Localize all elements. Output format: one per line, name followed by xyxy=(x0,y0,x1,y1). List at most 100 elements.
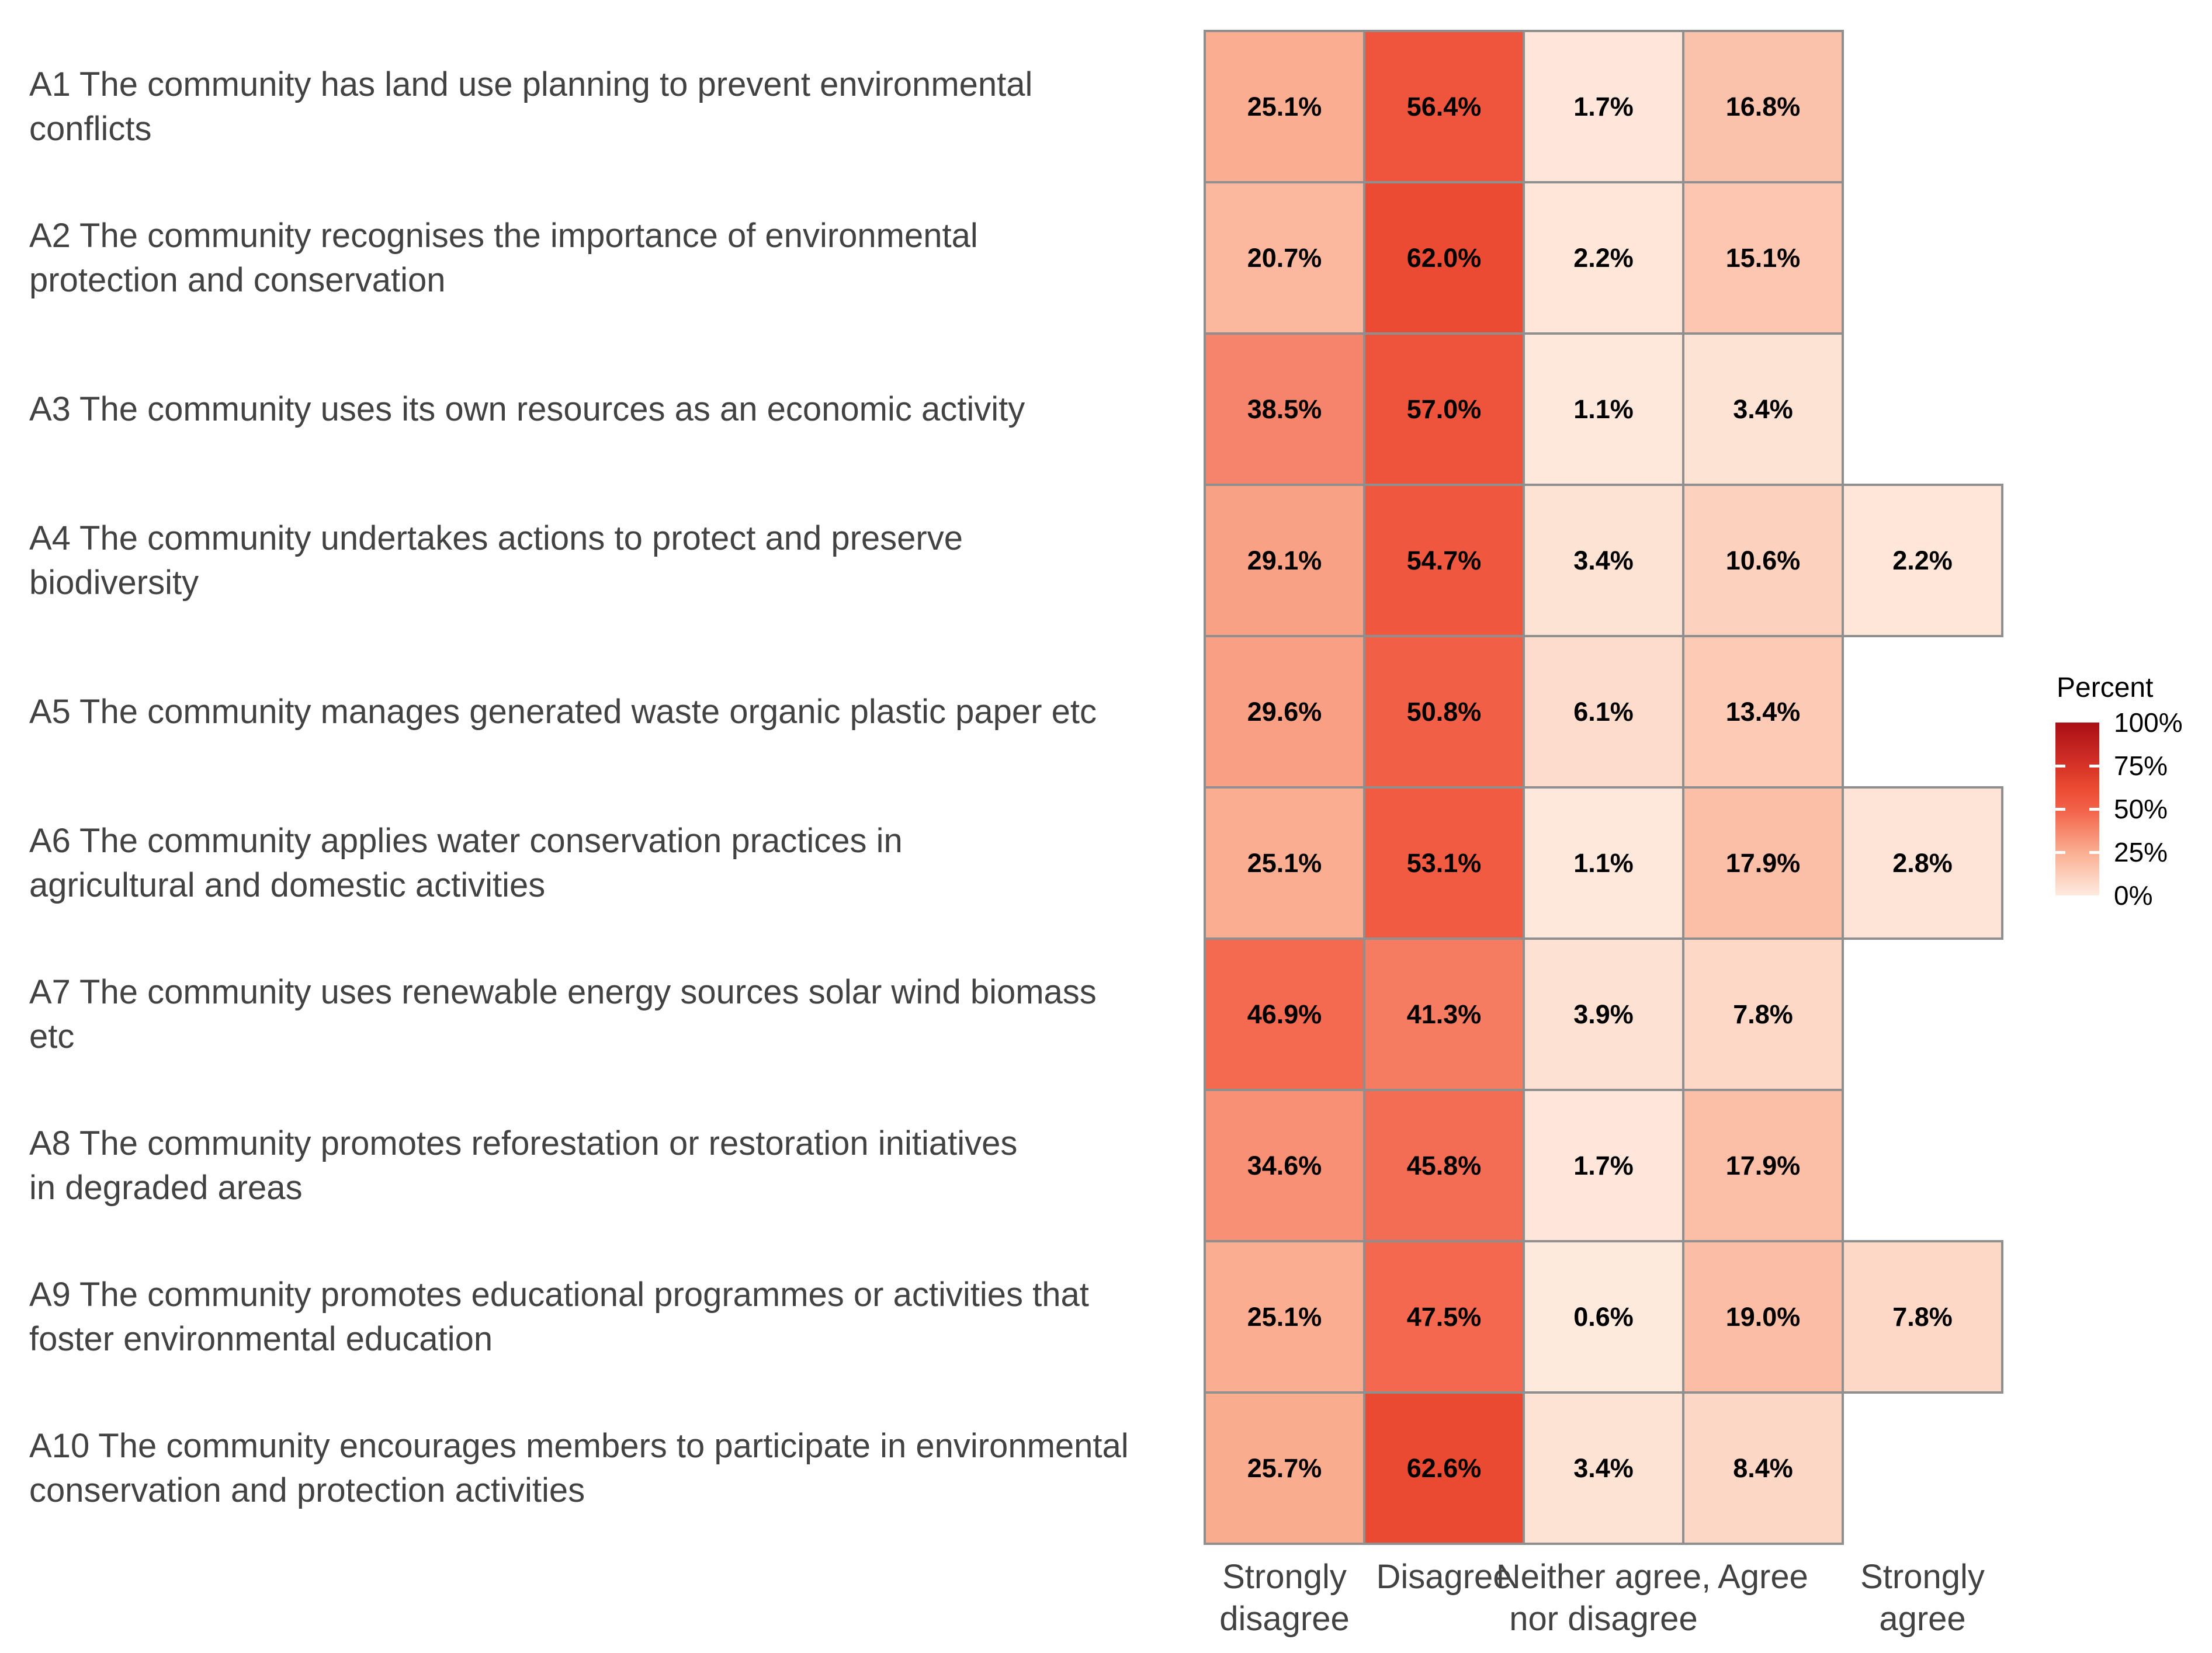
heatmap-cell: 29.6% xyxy=(1204,635,1365,789)
row-label: A4 The community undertakes actions to p… xyxy=(29,519,963,602)
heatmap-cell: 7.8% xyxy=(1842,1240,2003,1394)
heatmap-cell: 3.4% xyxy=(1682,332,1844,486)
cell-value: 57.0% xyxy=(1406,394,1482,424)
row-label: A10 The community encourages members to … xyxy=(29,1426,1129,1509)
legend-tick-label: 50% xyxy=(2114,794,2168,824)
cell-value: 62.6% xyxy=(1406,1453,1482,1483)
heatmap-cell: 62.0% xyxy=(1363,181,1525,335)
heatmap-cell: 25.1% xyxy=(1204,786,1365,940)
cell-value: 29.1% xyxy=(1247,545,1322,575)
heatmap-cell: 47.5% xyxy=(1363,1240,1525,1394)
cell-value: 34.6% xyxy=(1247,1150,1322,1180)
row-label: A1 The community has land use planning t… xyxy=(29,65,1033,148)
cell-value: 2.2% xyxy=(1892,545,1953,575)
heatmap-cell: 29.1% xyxy=(1204,484,1365,637)
row-label: A7 The community uses renewable energy s… xyxy=(29,973,1097,1055)
heatmap-cell: 2.8% xyxy=(1842,786,2003,940)
cell-value: 54.7% xyxy=(1406,545,1482,575)
cell-value: 1.7% xyxy=(1573,91,1634,121)
legend-title: Percent xyxy=(2057,672,2154,703)
heatmap-cell: 45.8% xyxy=(1363,1089,1525,1242)
cell-value: 6.1% xyxy=(1573,696,1634,727)
heatmap-cell: 54.7% xyxy=(1363,484,1525,637)
cell-value: 10.6% xyxy=(1725,545,1801,575)
cell-value: 0.6% xyxy=(1573,1301,1634,1332)
cell-value: 1.1% xyxy=(1573,394,1634,424)
cell-value: 25.1% xyxy=(1247,848,1322,878)
cell-value: 1.7% xyxy=(1573,1150,1634,1180)
heatmap-cell: 3.4% xyxy=(1523,484,1684,637)
heatmap-cell: 0.6% xyxy=(1523,1240,1684,1394)
cell-value: 13.4% xyxy=(1725,696,1801,727)
x-axis-label: Agree xyxy=(1718,1558,1808,1596)
cell-value: 25.1% xyxy=(1247,1301,1322,1332)
heatmap-cell: 1.1% xyxy=(1523,332,1684,486)
cell-value: 15.1% xyxy=(1725,242,1801,273)
heatmap-cell: 1.1% xyxy=(1523,786,1684,940)
heatmap-cell: 16.8% xyxy=(1682,30,1844,183)
cell-value: 25.7% xyxy=(1247,1453,1322,1483)
cell-value: 1.1% xyxy=(1573,848,1634,878)
cell-value: 3.4% xyxy=(1573,1453,1634,1483)
cell-value: 46.9% xyxy=(1247,999,1322,1029)
x-axis-label: Neither agree, nor disagree xyxy=(1496,1558,1711,1638)
cell-value: 2.8% xyxy=(1892,848,1953,878)
row-label: A8 The community promotes reforestation … xyxy=(29,1124,1018,1207)
legend-tick-label: 75% xyxy=(2114,751,2168,781)
row-label: A6 The community applies water conservat… xyxy=(29,821,903,904)
heatmap-cell: 1.7% xyxy=(1523,30,1684,183)
heatmap-cell: 20.7% xyxy=(1204,181,1365,335)
legend-tick-label: 100% xyxy=(2114,707,2183,738)
cell-value: 7.8% xyxy=(1892,1301,1953,1332)
cell-value: 17.9% xyxy=(1725,1150,1801,1180)
legend-tick-mark xyxy=(2055,851,2065,854)
legend-tick-mark xyxy=(2089,851,2099,854)
heatmap-cell: 50.8% xyxy=(1363,635,1525,789)
heatmap-cell: 17.9% xyxy=(1682,1089,1844,1242)
heatmap-cell: 8.4% xyxy=(1682,1391,1844,1545)
legend-tick-mark xyxy=(2055,808,2065,811)
cell-value: 41.3% xyxy=(1406,999,1482,1029)
cell-value: 8.4% xyxy=(1733,1453,1793,1483)
heatmap-cell: 19.0% xyxy=(1682,1240,1844,1394)
heatmap-cell: 10.6% xyxy=(1682,484,1844,637)
cell-value: 53.1% xyxy=(1406,848,1482,878)
row-label: A5 The community manages generated waste… xyxy=(29,692,1097,731)
cell-value: 17.9% xyxy=(1725,848,1801,878)
heatmap-cell: 34.6% xyxy=(1204,1089,1365,1242)
cell-value: 62.0% xyxy=(1406,242,1482,273)
heatmap-cell: 13.4% xyxy=(1682,635,1844,789)
cell-value: 45.8% xyxy=(1406,1150,1482,1180)
legend-tick-mark xyxy=(2055,765,2065,768)
heatmap-cell: 25.7% xyxy=(1204,1391,1365,1545)
cell-value: 38.5% xyxy=(1247,394,1322,424)
heatmap-cell: 53.1% xyxy=(1363,786,1525,940)
legend-tick-mark xyxy=(2089,808,2099,811)
heatmap-cell: 38.5% xyxy=(1204,332,1365,486)
cell-value: 29.6% xyxy=(1247,696,1322,727)
heatmap-cell: 25.1% xyxy=(1204,30,1365,183)
heatmap-cell: 15.1% xyxy=(1682,181,1844,335)
cell-value: 56.4% xyxy=(1406,91,1482,121)
x-axis-label: Disagree xyxy=(1376,1558,1512,1596)
heatmap-cell: 2.2% xyxy=(1842,484,2003,637)
cell-value: 20.7% xyxy=(1247,242,1322,273)
cell-value: 25.1% xyxy=(1247,91,1322,121)
cell-value: 19.0% xyxy=(1725,1301,1801,1332)
heatmap-cell: 17.9% xyxy=(1682,786,1844,940)
heatmap-cell: 56.4% xyxy=(1363,30,1525,183)
heatmap-cell: 62.6% xyxy=(1363,1391,1525,1545)
cell-value: 7.8% xyxy=(1733,999,1793,1029)
cell-value: 47.5% xyxy=(1406,1301,1482,1332)
heatmap-cell: 25.1% xyxy=(1204,1240,1365,1394)
cell-value: 3.9% xyxy=(1573,999,1634,1029)
cell-value: 3.4% xyxy=(1733,394,1793,424)
heatmap-cell: 6.1% xyxy=(1523,635,1684,789)
row-label: A9 The community promotes educational pr… xyxy=(29,1275,1089,1358)
heatmap-cell: 41.3% xyxy=(1363,937,1525,1091)
heatmap-cell: 46.9% xyxy=(1204,937,1365,1091)
heatmap-cell: 2.2% xyxy=(1523,181,1684,335)
legend-tick-label: 0% xyxy=(2114,880,2153,911)
row-label: A3 The community uses its own resources … xyxy=(29,390,1025,428)
